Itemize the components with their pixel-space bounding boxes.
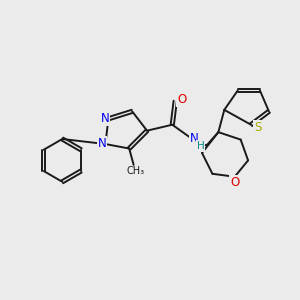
Text: N: N bbox=[98, 137, 106, 150]
Text: O: O bbox=[230, 176, 239, 189]
Text: O: O bbox=[177, 93, 186, 106]
Text: CH₃: CH₃ bbox=[126, 167, 144, 176]
Text: H: H bbox=[197, 141, 204, 151]
Text: N: N bbox=[100, 112, 109, 125]
Text: N: N bbox=[190, 132, 199, 145]
Text: S: S bbox=[254, 121, 261, 134]
